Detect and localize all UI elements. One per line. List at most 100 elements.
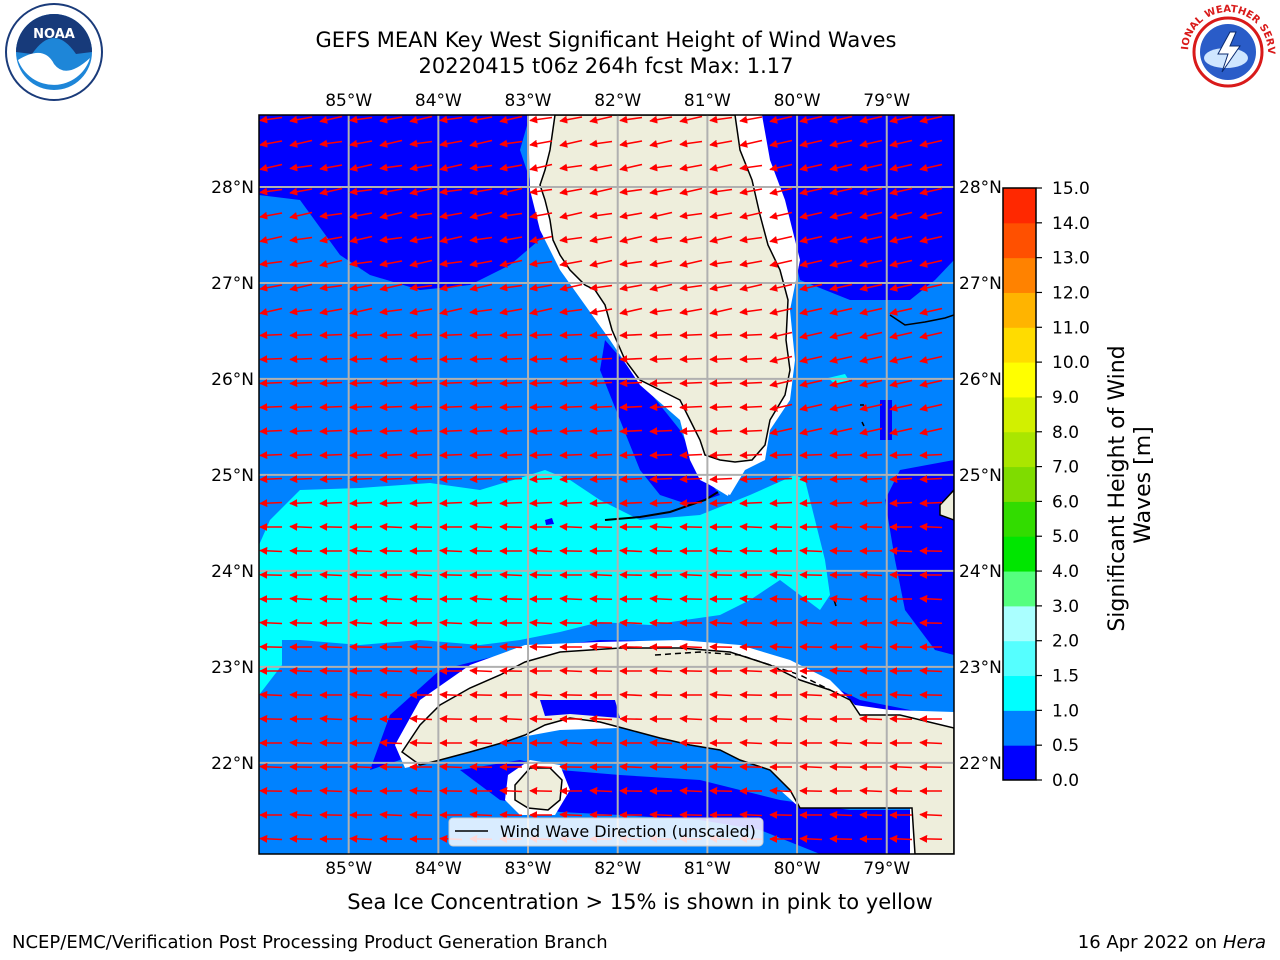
- wave-direction-arrow: [859, 139, 883, 148]
- wave-direction-arrow: [289, 522, 313, 531]
- wave-direction-arrow: [919, 427, 943, 436]
- wave-direction-arrow: [769, 259, 793, 268]
- wave-direction-arrow: [679, 379, 703, 388]
- wave-direction-arrow: [259, 187, 283, 196]
- wave-direction-arrow: [559, 187, 583, 196]
- wave-direction-arrow: [619, 427, 643, 436]
- wave-direction-arrow: [889, 379, 913, 388]
- wave-direction-arrow: [709, 451, 733, 460]
- wave-direction-arrow: [289, 427, 313, 436]
- wave-direction-arrow: [589, 666, 613, 675]
- lat-label-left-1: 27°N: [211, 274, 254, 294]
- lat-label-left-4: 24°N: [211, 562, 254, 582]
- wave-direction-arrow: [319, 379, 343, 388]
- wave-direction-arrow: [919, 403, 943, 412]
- wave-direction-arrow: [829, 594, 853, 603]
- wave-direction-arrow: [769, 307, 793, 316]
- wave-direction-arrow: [529, 259, 553, 268]
- wave-direction-arrow: [289, 331, 313, 340]
- wave-direction-arrow: [379, 163, 403, 172]
- wave-direction-arrow: [649, 451, 673, 460]
- wave-direction-arrow: [319, 283, 343, 292]
- wave-direction-arrow: [349, 307, 373, 316]
- wave-direction-arrow: [859, 786, 883, 795]
- wave-direction-arrow: [469, 762, 493, 771]
- footer-date-text: 16 Apr 2022 on: [1077, 932, 1223, 953]
- wave-direction-arrow: [919, 331, 943, 340]
- wave-direction-arrow: [829, 738, 853, 747]
- wave-direction-arrow: [319, 211, 343, 220]
- wave-direction-arrow: [649, 690, 673, 699]
- wave-direction-arrow: [679, 283, 703, 292]
- wave-direction-arrow: [439, 642, 463, 651]
- wave-direction-arrow: [859, 666, 883, 675]
- lat-label-left-6: 22°N: [211, 754, 254, 774]
- wave-direction-arrow: [649, 211, 673, 220]
- wave-direction-arrow: [679, 331, 703, 340]
- wave-direction-arrow: [649, 762, 673, 771]
- wave-direction-arrow: [859, 115, 883, 124]
- wave-direction-arrow: [379, 618, 403, 627]
- wave-direction-arrow: [349, 379, 373, 388]
- land-cuba-south-bay: [540, 700, 620, 718]
- wave-direction-arrow: [799, 690, 823, 699]
- wave-direction-arrow: [499, 403, 523, 412]
- wave-direction-arrow: [619, 546, 643, 555]
- wave-direction-arrow: [379, 690, 403, 699]
- wave-direction-arrow: [499, 331, 523, 340]
- wave-direction-arrow: [679, 666, 703, 675]
- wave-direction-arrow: [799, 499, 823, 508]
- wave-direction-arrow: [379, 475, 403, 484]
- wave-region-low-bahamas: [885, 460, 954, 655]
- wave-direction-arrow: [769, 570, 793, 579]
- wave-direction-arrow: [379, 307, 403, 316]
- wave-direction-arrow: [349, 762, 373, 771]
- wave-direction-arrow: [859, 810, 883, 819]
- wave-direction-arrow: [589, 259, 613, 268]
- wave-direction-arrow: [799, 714, 823, 723]
- wave-direction-arrow: [769, 163, 793, 172]
- wave-direction-arrow: [589, 810, 613, 819]
- wave-direction-arrow: [679, 163, 703, 172]
- wave-direction-arrow: [799, 403, 823, 412]
- wave-direction-arrow: [289, 139, 313, 148]
- wave-direction-arrow: [859, 475, 883, 484]
- colorbar: 0.0 0.5 1.0 1.5 2.0 3.0 4.0 5.0 6.0 7.0 8.0 9.0 10.0…: [1002, 179, 1090, 791]
- wave-direction-arrow: [829, 331, 853, 340]
- wave-direction-arrow: [559, 546, 583, 555]
- wave-direction-arrow: [739, 403, 763, 412]
- wave-direction-arrow: [559, 307, 583, 316]
- wave-direction-arrow: [739, 522, 763, 531]
- wave-direction-arrow: [739, 499, 763, 508]
- wave-direction-arrow: [439, 427, 463, 436]
- wave-direction-arrow: [769, 594, 793, 603]
- wave-direction-arrow: [319, 235, 343, 244]
- wave-direction-arrow: [649, 187, 673, 196]
- wave-direction-arrow: [439, 618, 463, 627]
- wave-direction-arrow: [349, 115, 373, 124]
- wave-direction-arrow: [709, 163, 733, 172]
- wave-direction-arrow: [589, 331, 613, 340]
- wave-direction-arrow: [619, 187, 643, 196]
- wave-direction-arrow: [769, 379, 793, 388]
- wave-direction-arrow: [559, 522, 583, 531]
- colorbar-tick-label-1: 0.5: [1052, 736, 1079, 756]
- wave-direction-arrow: [289, 666, 313, 675]
- wave-direction-arrow: [829, 307, 853, 316]
- wave-direction-arrow: [259, 211, 283, 220]
- wave-direction-arrow: [409, 738, 433, 747]
- wave-direction-arrow: [529, 115, 553, 124]
- wave-direction-arrow: [799, 331, 823, 340]
- wave-direction-arrow: [499, 259, 523, 268]
- wave-direction-arrow: [919, 666, 943, 675]
- wave-direction-arrow: [619, 570, 643, 579]
- wave-direction-arrow: [559, 475, 583, 484]
- wave-direction-arrow: [349, 427, 373, 436]
- wave-region-low-keys-dot: [545, 518, 554, 525]
- wave-direction-arrow: [829, 522, 853, 531]
- wave-region-low-north-gulf: [259, 115, 545, 290]
- wave-direction-arrow: [469, 546, 493, 555]
- wave-direction-arrow: [649, 594, 673, 603]
- wave-direction-arrow: [649, 738, 673, 747]
